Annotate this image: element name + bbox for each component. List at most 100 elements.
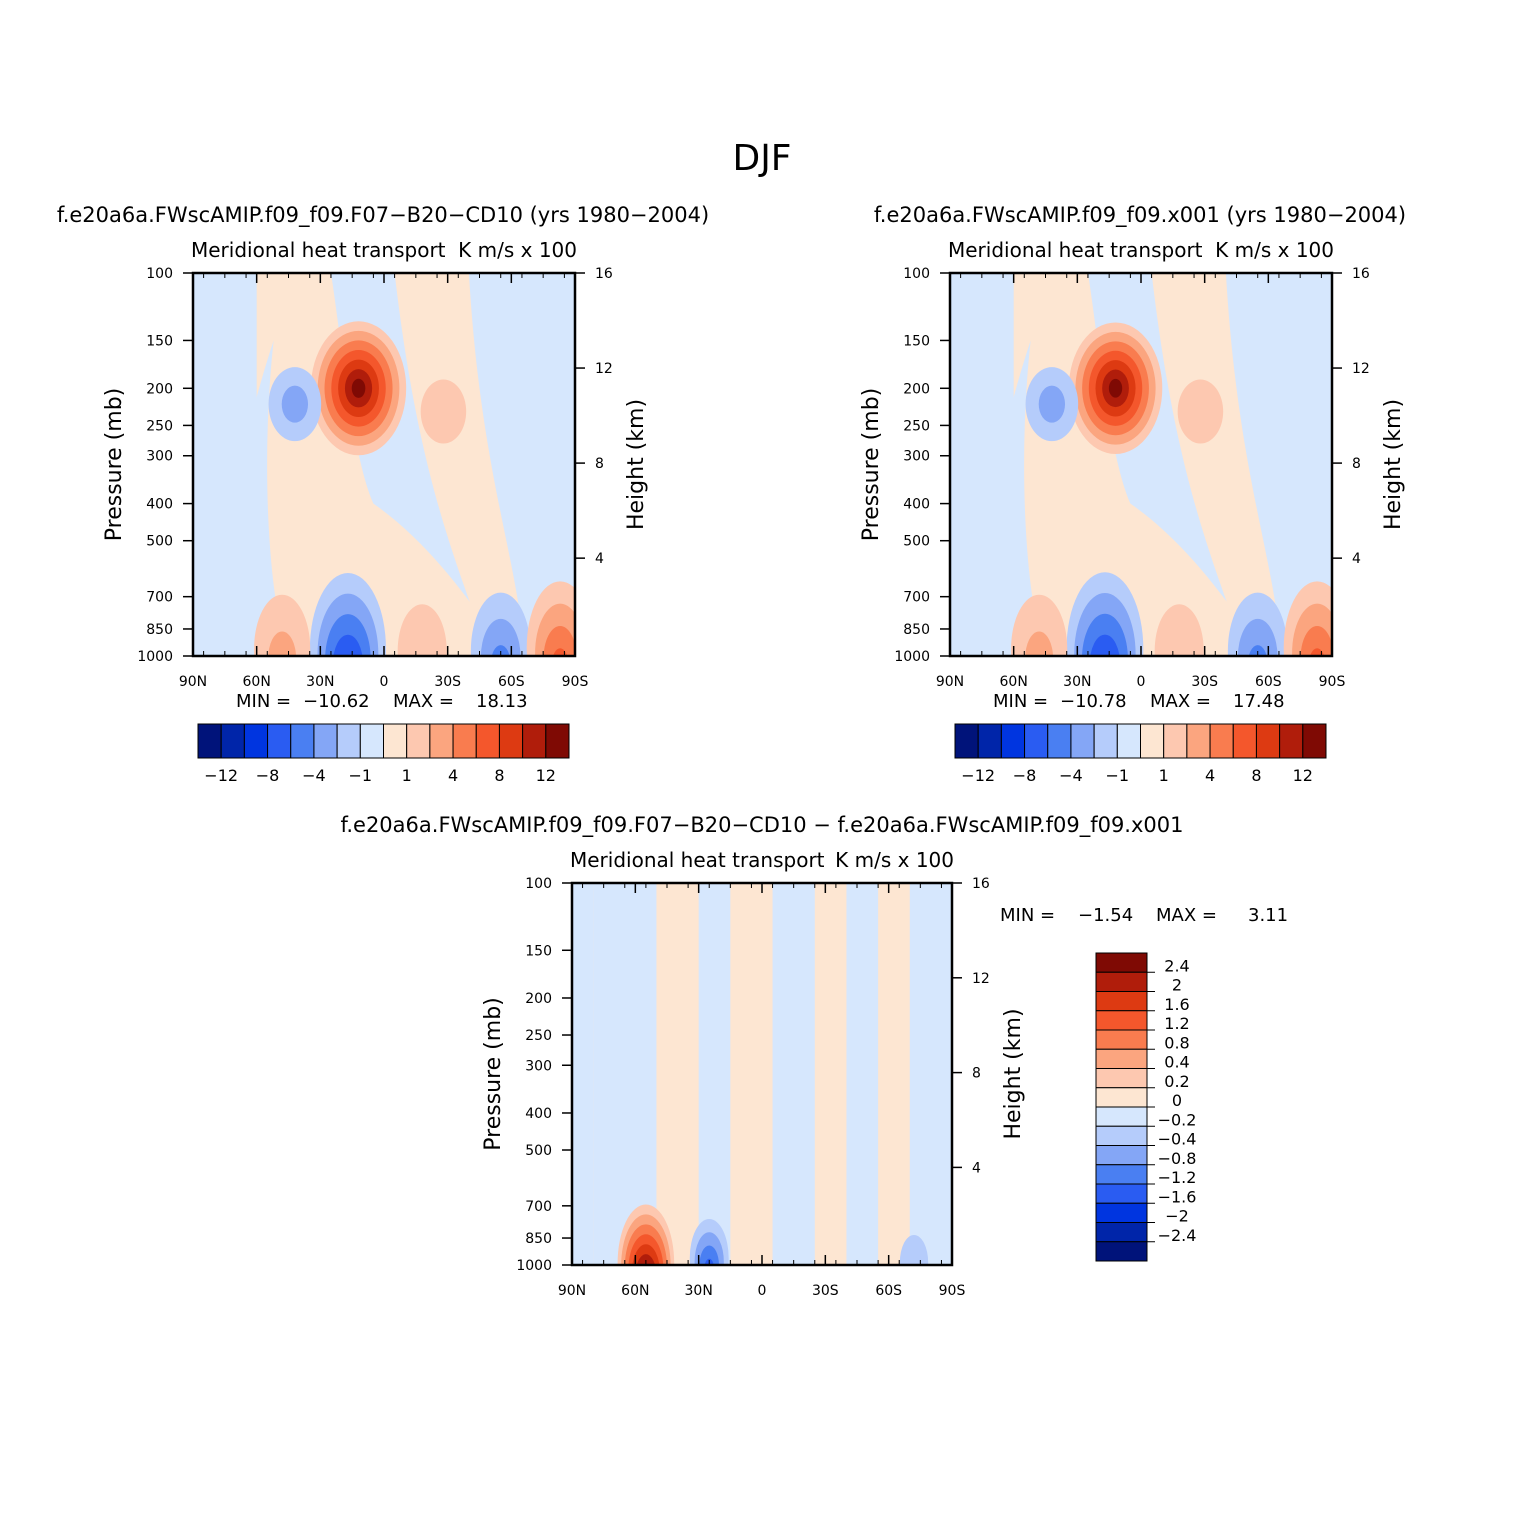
band-northern-negative	[960, 340, 1046, 656]
y-tick-label: 300	[525, 1058, 552, 1074]
left-subtitle: Meridional heat transport	[191, 238, 446, 262]
min-label: MIN =	[993, 691, 1048, 712]
colorbar-label: −0.2	[1158, 1110, 1197, 1129]
colorbar-label: 0.8	[1164, 1033, 1189, 1052]
contour-shell	[1038, 385, 1066, 423]
band-difference-north	[572, 883, 594, 1265]
x-tick-label: 90S	[1319, 674, 1346, 690]
band-difference-0	[593, 883, 657, 1265]
colorbar-label: 12	[536, 766, 556, 785]
x-tick-label: 30N	[306, 674, 334, 690]
x-tick-label: 30S	[1191, 674, 1218, 690]
colorbar-swatch	[1000, 723, 1026, 759]
contour-shell	[254, 594, 311, 656]
y-tick-label: 850	[146, 622, 173, 638]
colorbar-label: 12	[1293, 766, 1313, 785]
x-tick-label: 60S	[1255, 674, 1282, 690]
band-difference-2	[772, 883, 815, 1265]
colorbar-label: 1	[1159, 766, 1169, 785]
y-tick-label: 150	[525, 943, 552, 959]
y-tick-label: 250	[903, 418, 930, 434]
y-right-tick-label: 12	[1352, 361, 1370, 377]
max-label: MAX =	[1150, 691, 1211, 712]
y-tick-label: 200	[525, 991, 552, 1007]
colorbar-swatch	[1024, 723, 1049, 759]
band-northern-negative	[203, 340, 289, 656]
colorbar-swatch	[1095, 1029, 1148, 1050]
colorbar-label: 1.6	[1164, 995, 1189, 1014]
colorbar-swatch	[1095, 991, 1148, 1012]
contour-shell	[553, 648, 568, 656]
y-right-tick-label: 16	[1352, 266, 1370, 282]
colorbar-label: 8	[1251, 766, 1261, 785]
min-label: MIN =	[236, 691, 291, 712]
x-tick-label: 90S	[562, 674, 589, 690]
band-southern-positive	[1151, 273, 1279, 629]
y-tick-label: 700	[146, 590, 173, 606]
band-difference-3	[846, 883, 879, 1265]
x-tick-label: 30S	[434, 674, 461, 690]
y-right-tick-label: 4	[972, 1160, 981, 1176]
colorbar-swatch	[267, 723, 292, 759]
colorbar-swatch	[429, 723, 454, 759]
colorbar-swatch	[1209, 723, 1234, 759]
colorbar-label: −1	[349, 766, 373, 785]
y-right-tick-label: 8	[595, 456, 604, 472]
y-tick-label: 500	[903, 534, 930, 550]
y-right-tick-label: 8	[972, 1066, 981, 1082]
colorbar-label: −12	[204, 766, 238, 785]
y-right-tick-label: 8	[1352, 456, 1361, 472]
colorbar-swatch	[1095, 1145, 1148, 1166]
max-value: 18.13	[476, 691, 528, 712]
colorbar-swatch	[522, 723, 547, 759]
y-right-tick-label: 12	[595, 361, 613, 377]
y-tick-label: 100	[525, 876, 552, 892]
colorbar-swatch	[1095, 1087, 1148, 1108]
right-subtitle: K m/s x 100	[835, 848, 954, 872]
colorbar-swatch	[1116, 723, 1141, 759]
colorbar-swatch	[1255, 723, 1281, 759]
case-title: f.e20a6a.FWscAMIP.f09_f09.F07−B20−CD10 −…	[340, 813, 1183, 838]
colorbar-swatch	[1095, 1222, 1148, 1243]
y-axis-label: Pressure (mb)	[102, 388, 127, 542]
y-right-axis-label: Height (km)	[624, 399, 649, 530]
colorbar-swatch	[1302, 723, 1327, 759]
contour-shell	[899, 1235, 929, 1265]
contour-shell	[1011, 594, 1068, 656]
colorbar-label: 2.4	[1164, 956, 1189, 975]
colorbar-label: 8	[494, 766, 504, 785]
panel-control-left: f.e20a6a.FWscAMIP.f09_f09.F07−B20−CD10 (…	[57, 203, 709, 785]
plot-area	[193, 273, 575, 656]
colorbar-label: −0.4	[1158, 1130, 1197, 1149]
y-tick-label: 250	[525, 1028, 552, 1044]
band-difference-1	[698, 883, 731, 1265]
colorbar-swatch	[954, 723, 979, 759]
contour-shell	[1177, 379, 1224, 444]
panel-control-right: f.e20a6a.FWscAMIP.f09_f09.x001 (yrs 1980…	[859, 203, 1406, 785]
colorbar-label: 0	[1172, 1091, 1182, 1110]
x-tick-label: 30S	[812, 1283, 839, 1299]
y-tick-label: 200	[903, 381, 930, 397]
contour-shell	[333, 634, 363, 656]
band-southern-positive	[394, 273, 522, 629]
panel-difference: f.e20a6a.FWscAMIP.f09_f09.F07−B20−CD10 −…	[340, 813, 1288, 1299]
colorbar-label: −0.8	[1158, 1149, 1197, 1168]
contour-shell	[1248, 645, 1267, 656]
colorbar-label: 4	[1205, 766, 1215, 785]
colorbar-label: −1	[1106, 766, 1130, 785]
y-tick-label: 850	[525, 1231, 552, 1247]
contour-shell	[491, 645, 510, 656]
left-subtitle: Meridional heat transport	[570, 848, 825, 872]
colorbar-swatch	[197, 723, 222, 759]
x-tick-label: 60N	[1000, 674, 1028, 690]
colorbar-swatch	[1095, 1183, 1148, 1204]
colorbar-swatch	[545, 723, 570, 759]
y-tick-label: 400	[525, 1106, 552, 1122]
y-right-tick-label: 4	[595, 551, 604, 567]
contour-shell	[268, 631, 297, 656]
y-tick-label: 1000	[137, 649, 173, 665]
case-title: f.e20a6a.FWscAMIP.f09_f09.x001 (yrs 1980…	[874, 203, 1406, 228]
right-subtitle: K m/s x 100	[458, 238, 577, 262]
right-subtitle: K m/s x 100	[1215, 238, 1334, 262]
colorbar-label: −1.2	[1158, 1168, 1197, 1187]
